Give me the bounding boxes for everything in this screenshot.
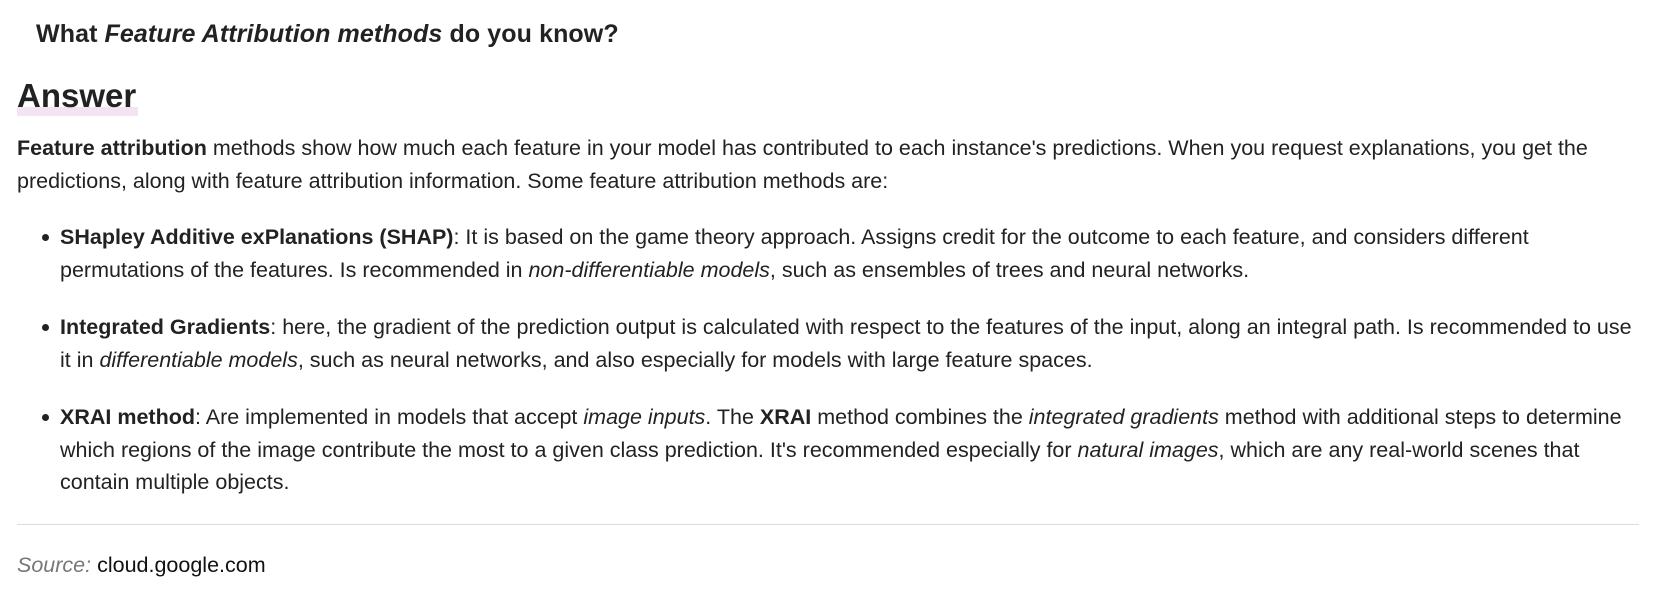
method-italic: image inputs [583, 405, 706, 429]
source-link[interactable]: cloud.google.com [97, 553, 266, 577]
method-italic: differentiable models [99, 347, 298, 372]
source-line: Source: cloud.google.com [17, 551, 266, 579]
intro-paragraph: Feature attribution methods show how muc… [17, 132, 1637, 197]
method-name: XRAI method [60, 405, 195, 429]
method-text: method with additional steps to determin… [60, 405, 1622, 462]
method-text: : here, the gradient of the prediction o… [60, 315, 1632, 372]
method-name: SHapley Additive exPlanations (SHAP) [60, 225, 454, 249]
intro-text: methods show how much each feature in yo… [17, 136, 1588, 193]
method-text: . The [705, 405, 760, 429]
method-text: : Are implemented in models that accept [194, 405, 584, 429]
bullet-dot-icon [42, 234, 49, 241]
bullet-dot-icon [42, 414, 49, 421]
method-text: : It is based on the game theory approac… [60, 225, 1529, 282]
question-emphasis: Feature Attribution methods [104, 20, 443, 48]
answer-heading: Answer [17, 76, 139, 116]
method-text: method combines the [811, 405, 1029, 429]
method-text: , which are any real-world scenes that c… [60, 437, 1580, 495]
method-item-shap: SHapley Additive exPlanations (SHAP): It… [17, 221, 1642, 286]
question-suffix: do you know? [442, 20, 619, 48]
method-item-integrated-gradients: Integrated Gradients: here, the gradient… [17, 311, 1642, 376]
divider [17, 524, 1639, 525]
method-name: Integrated Gradients [60, 315, 271, 339]
question-prefix: What [36, 20, 105, 48]
question-heading: What Feature Attribution methods do you … [36, 20, 619, 49]
method-italic: natural images [1077, 437, 1219, 462]
method-text: , such as neural networks, and also espe… [297, 347, 1093, 372]
source-label: Source: [17, 553, 92, 577]
method-item-xrai: XRAI method: Are implemented in models t… [17, 401, 1642, 499]
bullet-dot-icon [42, 324, 49, 331]
methods-list: SHapley Additive exPlanations (SHAP): It… [17, 221, 1642, 524]
method-bold: XRAI [759, 405, 812, 429]
method-italic: integrated gradients [1028, 405, 1219, 429]
method-italic: non-differentiable models [528, 257, 770, 282]
intro-bold-term: Feature attribution [17, 136, 207, 160]
method-text: , such as ensembles of trees and neural … [769, 257, 1250, 282]
